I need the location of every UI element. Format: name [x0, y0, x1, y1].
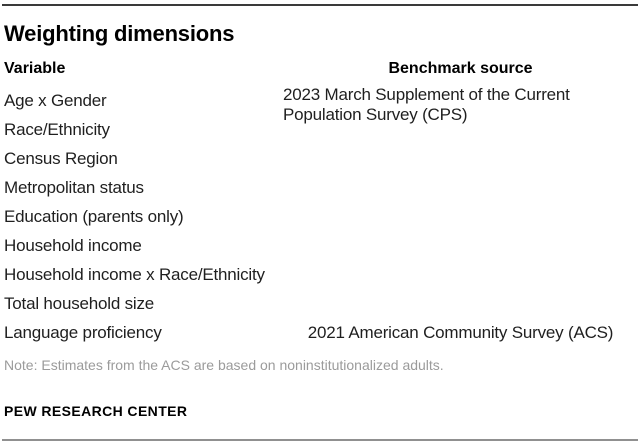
source-attribution: PEW RESEARCH CENTER: [4, 403, 188, 419]
top-rule: [2, 4, 638, 6]
column-header-benchmark-source: Benchmark source: [388, 60, 533, 77]
benchmark-cell-acs: 2021 American Community Survey (ACS): [307, 323, 614, 342]
variable-cell-household-size: Total household size: [4, 294, 155, 313]
column-header-variable: Variable: [4, 60, 66, 77]
variable-cell-education: Education (parents only): [4, 207, 184, 226]
variable-cell-household-income: Household income: [4, 236, 142, 255]
variable-cell-census-region: Census Region: [4, 149, 118, 168]
variable-column: Age x Gender Race/Ethnicity Census Regio…: [4, 86, 282, 347]
bottom-rule: [2, 439, 638, 441]
footnote: Note: Estimates from the ACS are based o…: [4, 357, 444, 373]
variable-cell-income-x-race: Household income x Race/Ethnicity: [4, 265, 265, 284]
benchmark-cell-cps: 2023 March Supplement of the Current Pop…: [283, 85, 570, 124]
variable-cell-language-proficiency: Language proficiency: [4, 323, 162, 342]
variable-cell-metropolitan-status: Metropolitan status: [4, 178, 144, 197]
variable-cell-age-gender: Age x Gender: [4, 91, 107, 110]
variable-cell-race-ethnicity: Race/Ethnicity: [4, 120, 110, 139]
chart-title: Weighting dimensions: [4, 21, 235, 46]
